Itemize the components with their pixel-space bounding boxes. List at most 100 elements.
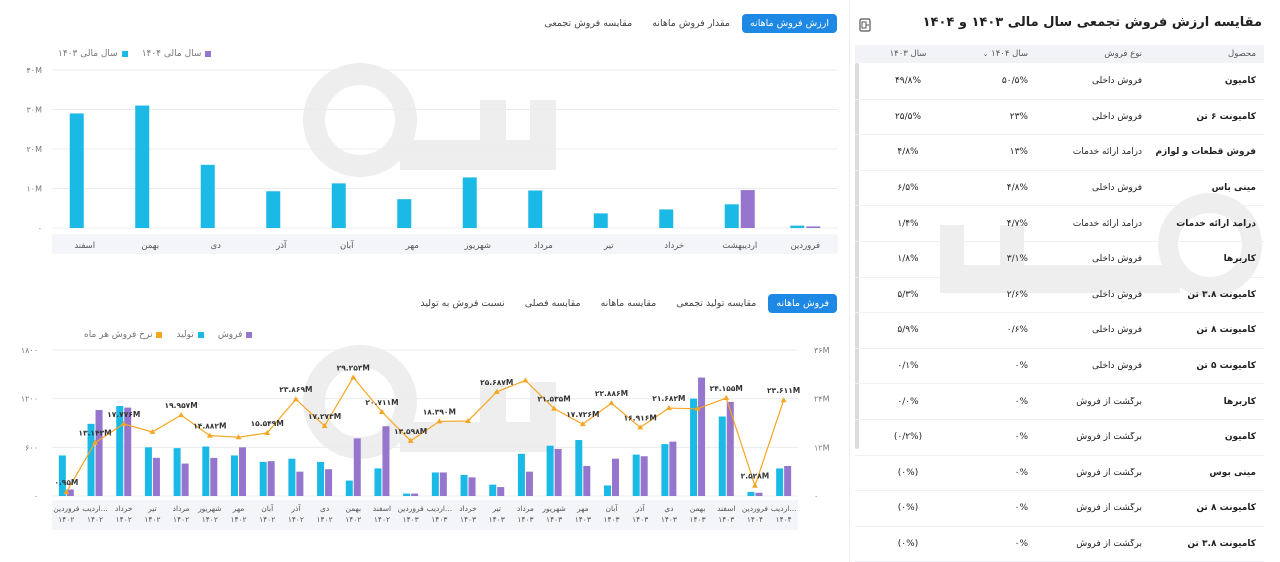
table-row[interactable]: کاربرها برگشت از فروش ۰% ۰/۰%	[855, 384, 1264, 420]
cell-year-1404: ۰%	[1014, 432, 1028, 443]
tab-cumulative-sales-compare[interactable]: مقایسه فروش تجمعی	[544, 18, 633, 29]
table-row[interactable]: کامیون برگشت از فروش ۰% (۰/۲%)	[855, 420, 1264, 456]
bar-1403	[593, 213, 608, 228]
bar-production	[202, 446, 210, 496]
table-scrollbar[interactable]	[855, 63, 859, 449]
x-tick-label: اردیب... ۱۴۰۳	[427, 504, 453, 524]
bar-sales	[726, 401, 734, 496]
x-tick-label: مهر ۱۴۰۳	[575, 504, 591, 524]
watermark-logo-table	[940, 193, 1262, 297]
table-row[interactable]: کامیونت ۶ تن فروش داخلی ۲۳% ۲۵/۵%	[855, 100, 1264, 136]
tab-monthly-sales-value[interactable]: ارزش فروش ماهانه	[741, 14, 837, 33]
cell-sales-type: برگشت از فروش	[1076, 467, 1142, 478]
legend-label-sales: فروش	[217, 330, 243, 340]
table-row[interactable]: فروش قطعات و لوازم درآمد ارائه خدمات ۱۳% ۴/…	[855, 135, 1264, 171]
rate-value-label: ۲۵.۶۸۷M	[480, 378, 513, 387]
rate-point	[235, 434, 242, 440]
bar-production	[747, 491, 755, 496]
cell-sales-type: فروش داخلی	[1091, 361, 1142, 372]
sort-chevron-icon: ⌄	[982, 50, 989, 58]
x-tick-label: آبان ۱۴۰۳	[603, 503, 619, 524]
legend-item-rate[interactable]: نرخ فروش هر ماه	[84, 330, 163, 340]
tab-monthly-sales-quantity[interactable]: مقدار فروش ماهانه	[652, 18, 730, 29]
tab-monthly-sales[interactable]: فروش ماهانه	[768, 294, 837, 313]
x-tick-label: بهمن	[141, 241, 159, 251]
table-row[interactable]: کامیونت ۸ تن برگشت از فروش ۰% (۰%)	[855, 491, 1264, 527]
table-row[interactable]: کامیونت ۵ تن فروش داخلی ۰% ۰/۱%	[855, 349, 1264, 385]
table-row[interactable]: مینی بوس برگشت از فروش ۰% (۰%)	[855, 456, 1264, 492]
bar-1404	[806, 226, 821, 228]
x-tick-label: مهر ۱۴۰۲	[230, 504, 246, 524]
bar-sales	[640, 456, 648, 496]
x-tick-label: آذر	[275, 239, 287, 251]
table-row[interactable]: کاربرها فروش داخلی ۳/۱% ۱/۸%	[855, 242, 1264, 278]
header-year-1404-label: سال ۱۴۰۴	[991, 49, 1028, 59]
legend-item-1404[interactable]: سال مالی ۱۴۰۴	[142, 49, 212, 59]
rate-point	[465, 417, 472, 423]
y-right-tick-label: ۳۶M	[814, 346, 830, 355]
cell-year-1404: ۰%	[1014, 361, 1028, 372]
header-sales-type: نوع فروش	[1104, 49, 1142, 59]
cell-year-1404: ۰%	[1014, 539, 1028, 550]
cell-product: فروش قطعات و لوازم	[1155, 147, 1256, 158]
cell-year-1403: ۰/۰%	[897, 396, 919, 407]
top-chart-legend: سال مالی ۱۴۰۴ سال مالی ۱۴۰۳	[58, 49, 212, 59]
table-row[interactable]: کامیونت ۳.۸ تن فروش داخلی ۲/۶% ۵/۳%	[855, 278, 1264, 314]
cell-year-1404: ۰%	[1014, 503, 1028, 514]
legend-item-sales[interactable]: فروش	[218, 330, 253, 340]
cell-product: کامیون	[1224, 76, 1256, 87]
bar-1403	[397, 199, 412, 228]
bar-sales	[353, 438, 361, 496]
cell-sales-type: فروش داخلی	[1091, 325, 1142, 336]
cell-product: کاربرها	[1223, 254, 1256, 265]
table-title: مقایسه ارزش فروش تجمعی سال مالی ۱۴۰۳ و ۱…	[922, 15, 1262, 30]
bar-1403	[528, 190, 543, 228]
bar-production	[460, 474, 468, 496]
x-tick-label: خرداد	[664, 241, 684, 251]
cell-sales-type: فروش داخلی	[1091, 183, 1142, 194]
bar-1403	[200, 164, 215, 228]
y-left-tick-label: ۶۰۰	[25, 443, 38, 452]
bar-production	[661, 444, 669, 496]
cell-product: کامیونت ۳.۸ تن	[1187, 289, 1256, 300]
cell-year-1403: ۴۹/۸%	[894, 76, 922, 87]
tab-cumulative-production[interactable]: مقایسه تولید تجمعی	[676, 298, 757, 309]
x-tick-label: دی ۱۴۰۲	[317, 504, 333, 524]
rate-value-label: ۲۳.۶۱۱M	[767, 386, 800, 395]
rate-value-label: ۲.۵۲۸M	[741, 472, 770, 481]
tab-seasonal-compare[interactable]: مقایسه فصلی	[524, 298, 581, 309]
header-year-1404[interactable]: سال ۱۴۰۴ ⌄	[958, 49, 1028, 59]
table-row[interactable]: درآمد ارائه خدمات درآمد ارائه خدمات ۴/۷% ۱/…	[855, 206, 1264, 242]
x-tick-label: مرداد	[534, 241, 553, 251]
table-row[interactable]: کامیون فروش داخلی ۵۰/۵% ۴۹/۸%	[855, 64, 1264, 100]
x-tick-label: خرداد ۱۴۰۲	[115, 504, 133, 524]
export-excel-icon[interactable]	[859, 18, 871, 32]
rate-point	[321, 422, 328, 428]
tab-sales-production-ratio[interactable]: نسبت فروش به تولید	[420, 298, 505, 309]
bar-production	[259, 461, 267, 496]
rate-point	[436, 418, 443, 424]
y-right-tick-label: ۲۴M	[814, 395, 830, 404]
x-tick-label: خرداد ۱۴۰۳	[459, 504, 477, 524]
rate-point	[637, 424, 644, 430]
bar-production	[403, 493, 411, 496]
bottom-chart-legend: فروش تولید نرخ فروش هر ماه	[84, 330, 253, 340]
x-tick-label: فروردین ۱۴۰۴	[742, 504, 769, 524]
cell-year-1403: ۴/۸%	[897, 147, 919, 158]
rate-point	[493, 388, 500, 394]
table-row[interactable]: مینی باس فروش داخلی ۴/۸% ۶/۵%	[855, 171, 1264, 207]
rate-point	[751, 482, 758, 488]
table-row[interactable]: کامیونت ۸ تن فروش داخلی ۰/۶% ۵/۹%	[855, 313, 1264, 349]
bar-sales	[497, 487, 505, 496]
bar-production	[632, 454, 640, 496]
legend-item-production[interactable]: تولید	[176, 330, 204, 340]
bar-sales	[181, 463, 189, 496]
table-row[interactable]: کامیونت ۳.۸ تن برگشت از فروش ۰% (۰%)	[855, 527, 1264, 562]
legend-item-1403[interactable]: سال مالی ۱۴۰۳	[58, 49, 128, 59]
bar-sales	[382, 426, 390, 496]
cell-sales-type: فروش داخلی	[1091, 254, 1142, 265]
tab-monthly-compare[interactable]: مقایسه ماهانه	[600, 298, 657, 309]
bar-sales	[698, 377, 706, 496]
monthly-sales-value-chart: ۰ ۱۰M ۲۰M ۳۰M ۴۰M فروردین اردیبهشت خرداد تیر مردا…	[27, 66, 838, 254]
bar-sales	[325, 469, 333, 496]
